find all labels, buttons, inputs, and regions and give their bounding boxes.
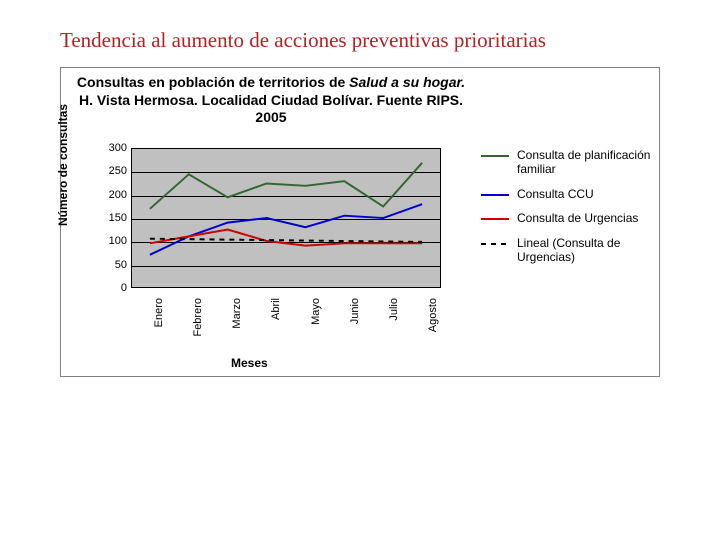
- legend-swatch: [481, 237, 509, 251]
- x-tick-label: Febrero: [192, 298, 204, 354]
- plot-area: [131, 148, 441, 288]
- y-tick-label: 300: [97, 142, 127, 154]
- chart-title-line2: H. Vista Hermosa. Localidad Ciudad Bolív…: [79, 92, 463, 108]
- legend: Consulta de planificación familiar Consul…: [481, 148, 651, 274]
- x-tick-label: Junio: [349, 298, 361, 354]
- x-tick-label: Mayo: [310, 298, 322, 354]
- legend-item: Consulta CCU: [481, 187, 651, 201]
- legend-label: Consulta de Urgencias: [517, 211, 638, 225]
- y-tick-label: 100: [97, 235, 127, 247]
- y-tick-label: 0: [97, 282, 127, 294]
- x-tick-label: Julio: [388, 298, 400, 354]
- legend-swatch: [481, 188, 509, 202]
- series-lines: [132, 149, 440, 287]
- page-title: Tendencia al aumento de acciones prevent…: [60, 28, 680, 53]
- x-tick-label: Marzo: [231, 298, 243, 354]
- chart-title-line3: 2005: [255, 109, 286, 125]
- y-tick-label: 200: [97, 189, 127, 201]
- x-tick-label: Agosto: [427, 298, 439, 354]
- y-tick-label: 250: [97, 165, 127, 177]
- y-tick-label: 150: [97, 212, 127, 224]
- y-axis-label: Número de consultas: [56, 85, 70, 245]
- chart-title-line1b: Salud a su hogar.: [349, 74, 465, 90]
- x-tick-label: Abril: [270, 298, 282, 354]
- series-line: [150, 163, 422, 209]
- series-line: [150, 230, 422, 246]
- chart-title: Consultas en población de territorios de…: [61, 74, 481, 127]
- legend-item: Consulta de Urgencias: [481, 211, 651, 225]
- series-line: [150, 204, 422, 255]
- legend-label: Consulta de planificación familiar: [517, 148, 651, 177]
- x-tick-label: Enero: [153, 298, 165, 354]
- legend-swatch: [481, 149, 509, 163]
- x-ticks: EneroFebreroMarzoAbrilMayoJunioJulioAgos…: [131, 290, 441, 350]
- legend-item: Lineal (Consulta de Urgencias): [481, 236, 651, 265]
- slide-root: Tendencia al aumento de acciones prevent…: [0, 0, 720, 540]
- x-axis-label: Meses: [231, 356, 268, 370]
- legend-label: Consulta CCU: [517, 187, 594, 201]
- y-tick-label: 50: [97, 259, 127, 271]
- chart-container: Consultas en población de territorios de…: [60, 67, 660, 377]
- chart-title-line1a: Consultas en población de territorios de: [77, 74, 349, 90]
- legend-swatch: [481, 212, 509, 226]
- legend-item: Consulta de planificación familiar: [481, 148, 651, 177]
- series-line: [150, 239, 422, 242]
- legend-label: Lineal (Consulta de Urgencias): [517, 236, 651, 265]
- plot-wrapper: 050100150200250300: [131, 148, 441, 288]
